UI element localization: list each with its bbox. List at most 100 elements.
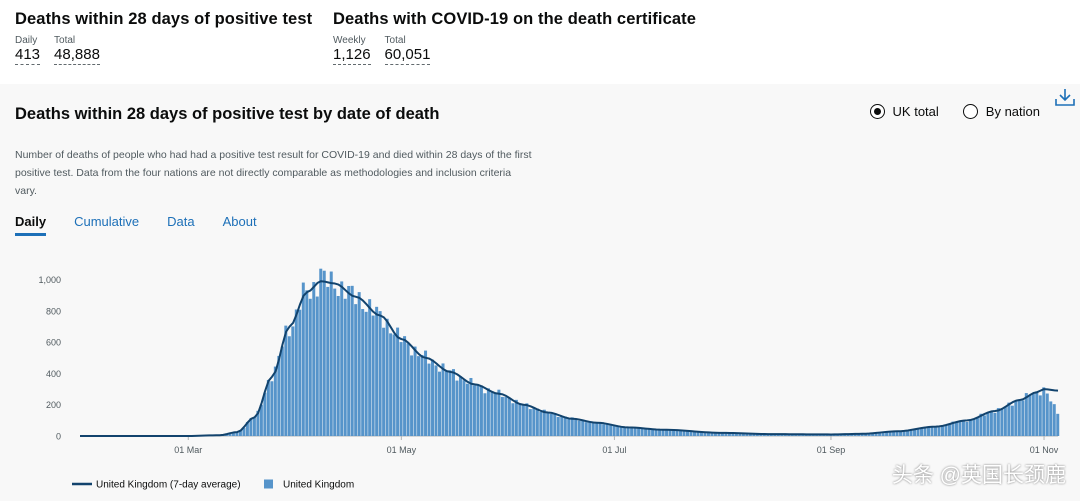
daily-bar bbox=[930, 426, 934, 436]
daily-bar bbox=[493, 393, 497, 436]
daily-bar bbox=[951, 421, 955, 436]
daily-bar bbox=[476, 385, 480, 436]
daily-bar bbox=[392, 334, 396, 436]
daily-bar bbox=[605, 424, 609, 436]
daily-bar bbox=[979, 413, 983, 436]
daily-bar bbox=[347, 286, 351, 436]
daily-bar bbox=[438, 371, 442, 436]
legend-line-label: United Kingdom (7-day average) bbox=[96, 480, 241, 491]
daily-bar bbox=[521, 405, 525, 436]
daily-bar bbox=[445, 371, 448, 436]
daily-bar bbox=[368, 299, 372, 436]
daily-bar bbox=[623, 427, 627, 436]
daily-bar bbox=[699, 431, 703, 436]
daily-bar bbox=[535, 408, 539, 436]
radio-by-nation[interactable]: By nation bbox=[962, 104, 1040, 119]
daily-bar bbox=[455, 380, 459, 436]
metric-value[interactable]: 48,888 bbox=[54, 46, 100, 65]
daily-bar bbox=[584, 422, 588, 436]
daily-bar bbox=[403, 336, 407, 436]
daily-bar bbox=[546, 412, 550, 436]
y-tick-label: 1,000 bbox=[38, 275, 61, 285]
daily-bar bbox=[1024, 393, 1028, 436]
daily-bar bbox=[1031, 393, 1035, 436]
radio-unselected-icon[interactable] bbox=[962, 104, 978, 119]
daily-bar bbox=[361, 309, 365, 436]
daily-bar bbox=[277, 355, 281, 436]
daily-bar bbox=[895, 431, 899, 436]
daily-bar bbox=[322, 270, 326, 436]
tab-daily[interactable]: Daily bbox=[15, 214, 47, 236]
daily-bar bbox=[892, 431, 896, 436]
daily-bar bbox=[434, 365, 438, 436]
daily-bar bbox=[231, 432, 235, 436]
daily-bar bbox=[354, 304, 358, 436]
headline-title: Deaths with COVID-19 on the death certif… bbox=[333, 10, 696, 28]
daily-bar bbox=[609, 423, 613, 436]
daily-bar bbox=[560, 415, 564, 436]
card-title: Deaths within 28 days of positive test b… bbox=[15, 105, 440, 123]
daily-bar bbox=[382, 327, 386, 436]
daily-bar bbox=[679, 430, 683, 436]
daily-bar bbox=[389, 333, 393, 436]
daily-bar bbox=[748, 433, 752, 436]
daily-bar bbox=[745, 433, 749, 436]
daily-bar bbox=[252, 417, 256, 436]
daily-bar bbox=[333, 288, 337, 436]
daily-bar bbox=[553, 413, 557, 436]
daily-bar bbox=[860, 433, 864, 436]
daily-bar bbox=[881, 432, 885, 436]
tab-about[interactable]: About bbox=[222, 214, 257, 229]
daily-bar bbox=[396, 327, 400, 436]
metric-value[interactable]: 1,126 bbox=[333, 46, 371, 65]
daily-bar bbox=[993, 412, 997, 436]
daily-bar bbox=[357, 292, 361, 436]
daily-bar bbox=[525, 403, 529, 436]
daily-bar bbox=[462, 380, 466, 436]
headline-strip: Deaths within 28 days of positive test D… bbox=[0, 0, 1080, 84]
area-radio-group: UK total By nation bbox=[869, 104, 1040, 119]
daily-bar bbox=[518, 403, 522, 436]
daily-bar bbox=[686, 430, 689, 436]
daily-bar bbox=[326, 286, 330, 436]
daily-bar bbox=[406, 343, 410, 436]
daily-bar bbox=[738, 432, 742, 436]
daily-bar bbox=[294, 309, 298, 436]
daily-bar bbox=[291, 326, 295, 436]
daily-bar bbox=[665, 429, 669, 436]
chart-tabs: Daily Cumulative Data About bbox=[15, 214, 257, 236]
daily-bar bbox=[570, 417, 574, 436]
headline-deaths-certificate: Deaths with COVID-19 on the death certif… bbox=[333, 10, 696, 65]
daily-bar bbox=[235, 432, 239, 436]
daily-bar bbox=[486, 388, 490, 436]
radio-selected-icon[interactable] bbox=[869, 104, 885, 119]
daily-bar bbox=[451, 369, 455, 436]
daily-bar bbox=[465, 383, 469, 436]
daily-bar bbox=[305, 290, 309, 436]
tab-cumulative[interactable]: Cumulative bbox=[74, 214, 140, 229]
metric-value[interactable]: 60,051 bbox=[384, 46, 431, 65]
daily-bar bbox=[378, 311, 382, 436]
y-tick-label: 800 bbox=[46, 306, 61, 316]
daily-bar bbox=[364, 311, 368, 436]
daily-bar bbox=[532, 408, 536, 436]
metric-label: Total bbox=[384, 35, 406, 46]
metric-value[interactable]: 413 bbox=[15, 46, 41, 65]
daily-bar bbox=[301, 282, 305, 436]
headline-metrics: Weekly 1,126 Total 60,051 bbox=[333, 35, 696, 65]
daily-bar bbox=[958, 420, 962, 436]
daily-bar bbox=[598, 422, 602, 436]
download-icon[interactable] bbox=[1054, 86, 1076, 108]
daily-bar bbox=[256, 410, 260, 436]
daily-bar bbox=[528, 409, 532, 436]
x-tick-label: 01 Sep bbox=[817, 445, 846, 455]
daily-bar bbox=[1038, 395, 1042, 436]
tab-data[interactable]: Data bbox=[167, 214, 195, 229]
daily-bar bbox=[696, 432, 700, 436]
daily-bar bbox=[937, 427, 941, 436]
y-tick-label: 600 bbox=[46, 338, 61, 348]
daily-bar bbox=[651, 429, 655, 436]
daily-bar bbox=[424, 350, 428, 436]
daily-bar bbox=[706, 432, 710, 436]
radio-uk-total[interactable]: UK total bbox=[869, 104, 939, 119]
